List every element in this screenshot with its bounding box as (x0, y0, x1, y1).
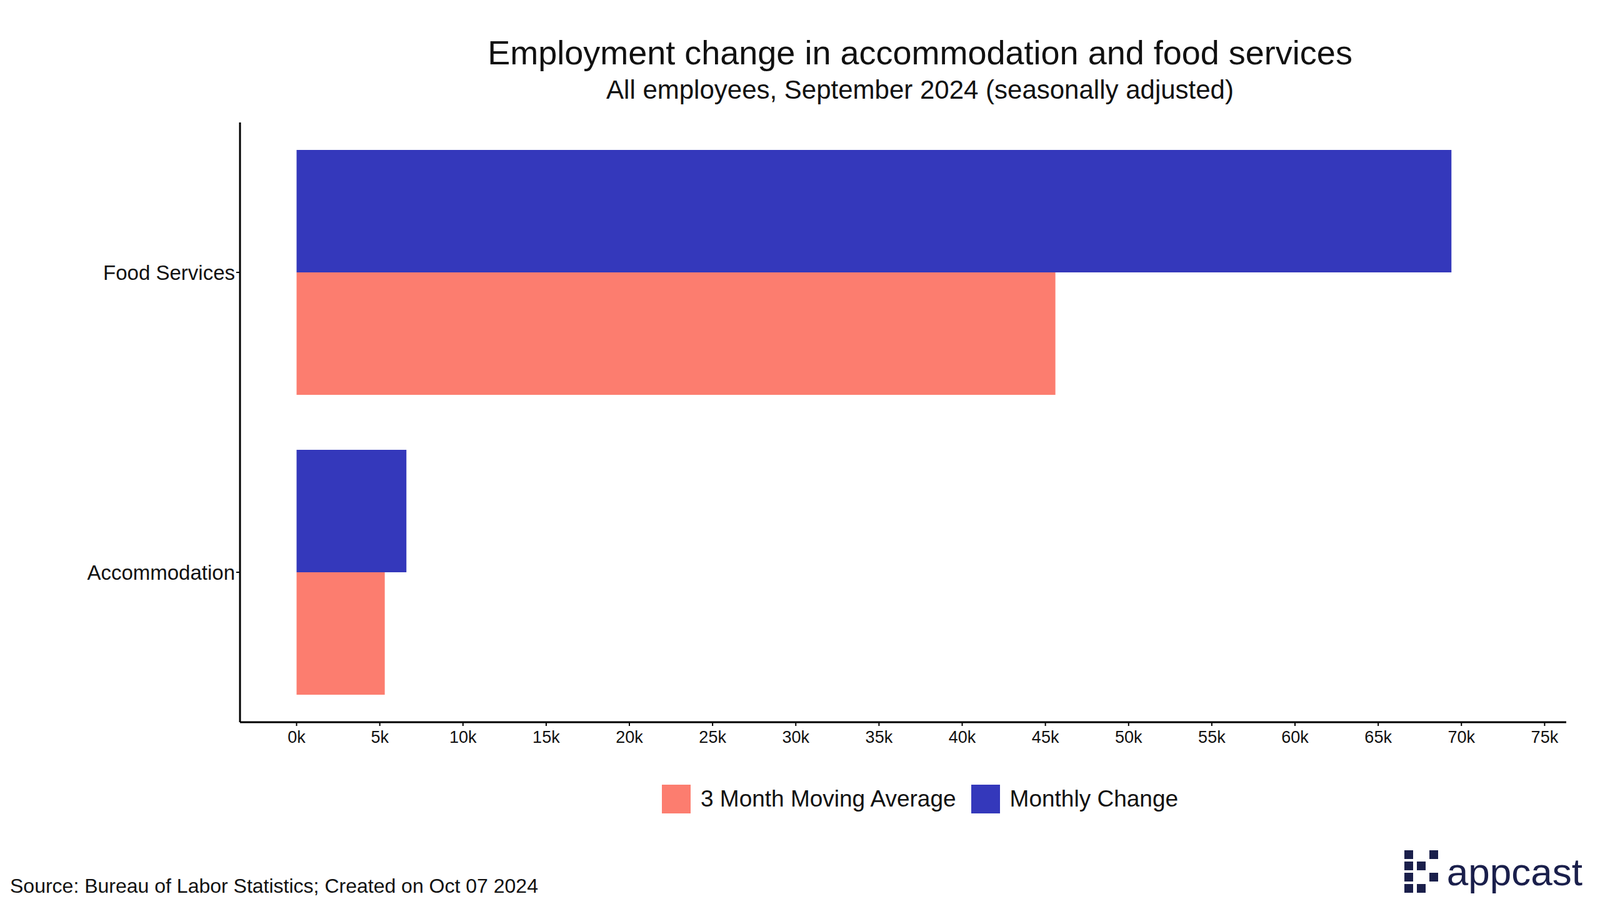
svg-text:75k: 75k (1531, 728, 1559, 747)
html-text:Employment change in accommoda: Employment change in accommodation and f… (487, 33, 1353, 72)
svg-text:65k: 65k (1364, 728, 1392, 747)
html-text:All employees, September 2024: All employees, September 2024 (seasonall… (606, 75, 1234, 105)
svg-text:15k: 15k (532, 728, 560, 747)
svg-text:30k: 30k (781, 728, 810, 747)
svg-text:10k: 10k (449, 728, 477, 747)
svg-text:35k: 35k (865, 728, 894, 747)
svg-text:55k: 55k (1198, 728, 1226, 747)
svg-text:60k: 60k (1281, 728, 1309, 747)
svg-text:Accommodation: Accommodation (86, 561, 235, 585)
svg-text:5k: 5k (370, 728, 389, 747)
svg-text:50k: 50k (1115, 728, 1143, 747)
svg-text:20k: 20k (615, 728, 644, 747)
svg-text:45k: 45k (1031, 728, 1060, 747)
svg-text:25k: 25k (698, 728, 727, 747)
svg-text:70k: 70k (1447, 728, 1475, 747)
svg-text:0k: 0k (287, 728, 306, 747)
html-text:3 Month Moving Average: 3 Month Moving Average (700, 786, 956, 812)
html-text:Monthly Change: Monthly Change (1009, 786, 1179, 812)
svg-text:Food Services: Food Services (103, 261, 235, 285)
svg-text:40k: 40k (948, 728, 977, 747)
html-text:appcast: appcast (1446, 850, 1583, 894)
html-text:Source: Bureau of Labor Statis: Source: Bureau of Labor Statistics; Crea… (10, 875, 539, 898)
